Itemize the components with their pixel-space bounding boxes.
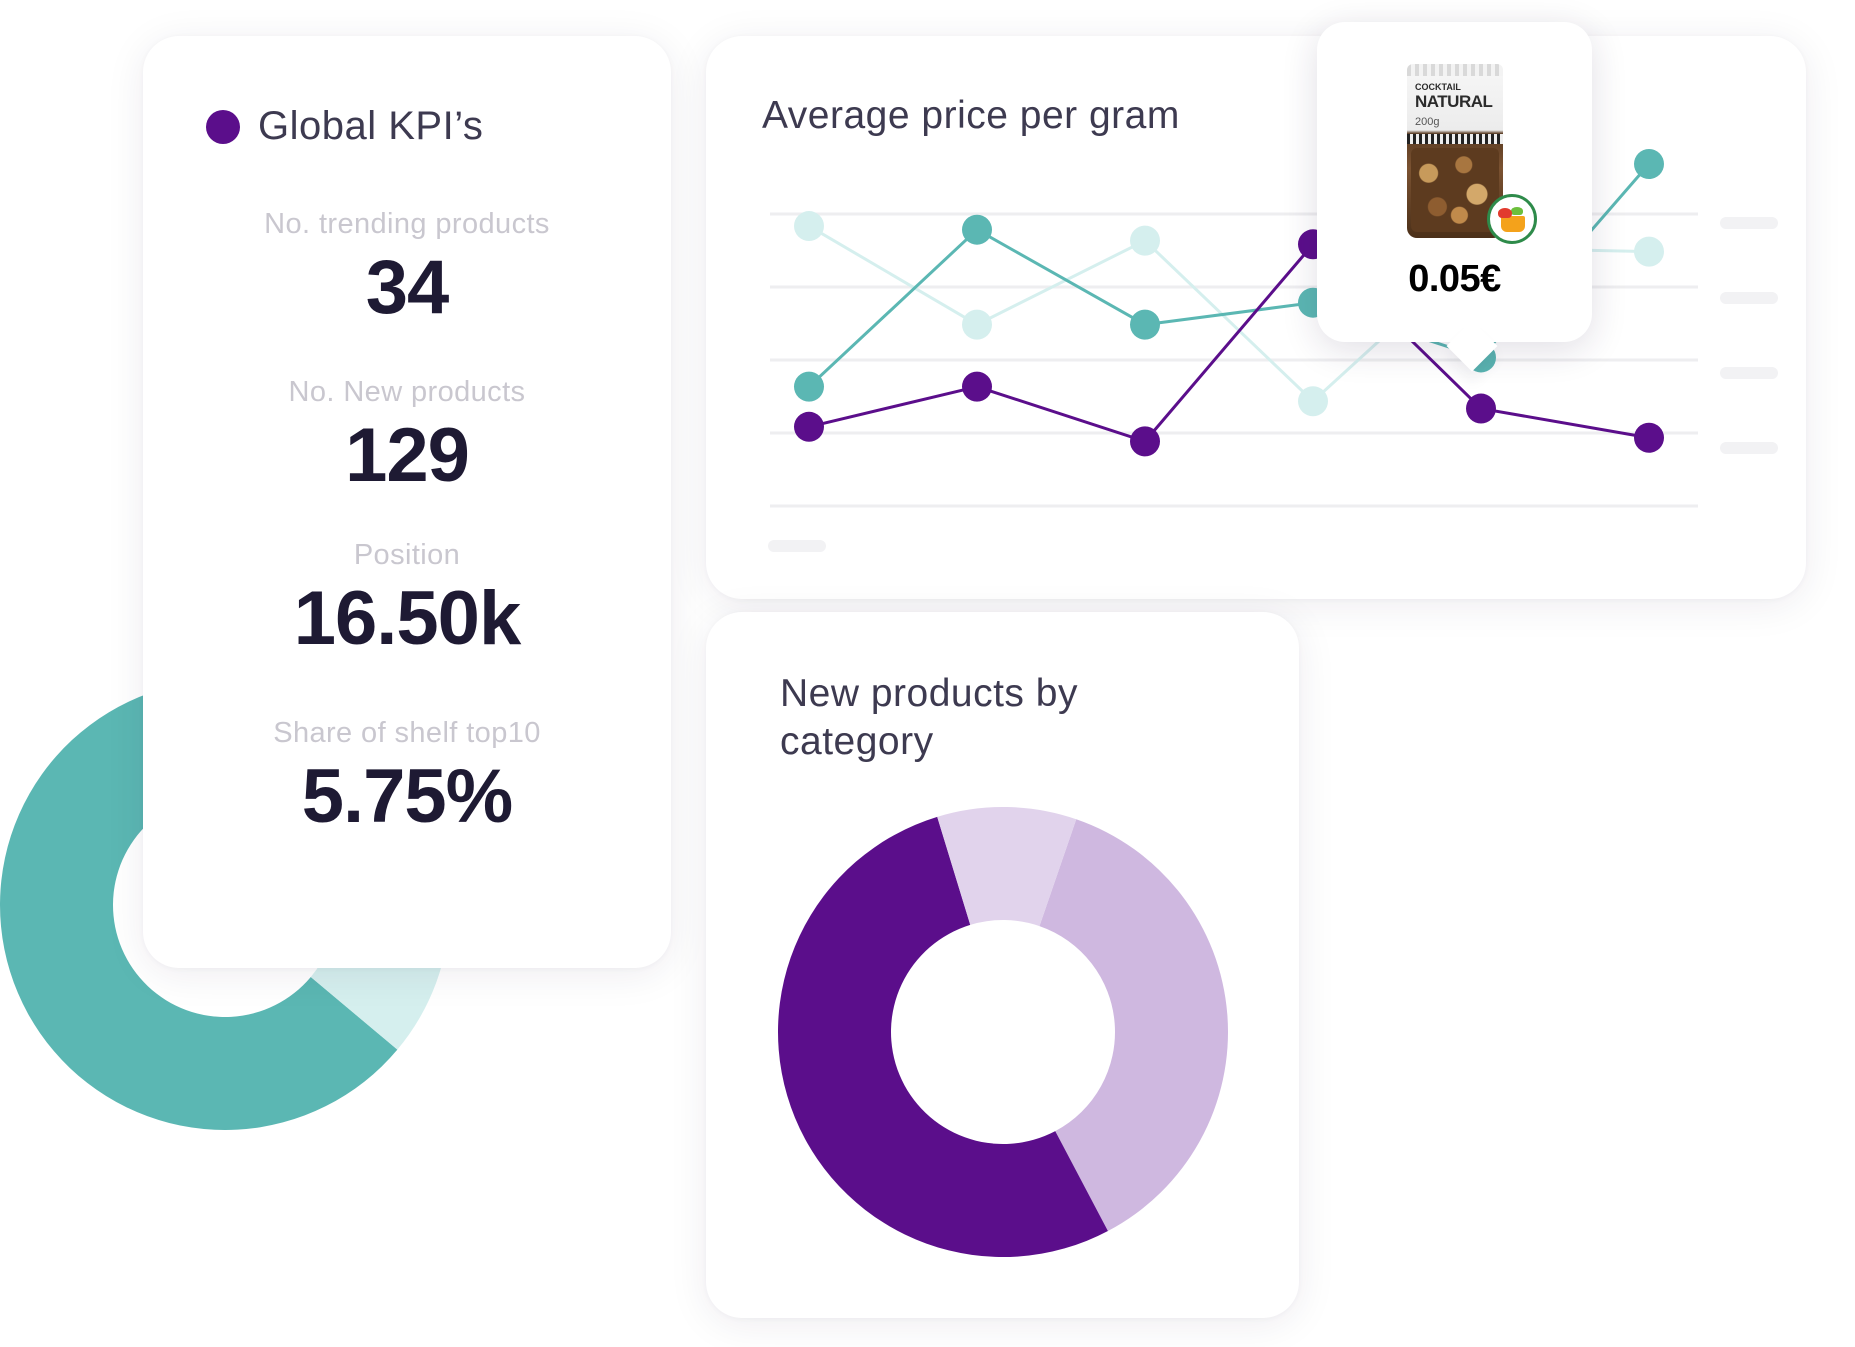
kpi-header: Global KPI’s	[206, 104, 483, 149]
category-donut-chart	[778, 807, 1228, 1257]
x-tick-placeholder	[768, 540, 826, 552]
product-name: NATURAL	[1415, 92, 1493, 111]
kpi-label: Position	[353, 539, 461, 571]
kpi-label: No. trending products	[264, 208, 550, 240]
series-point	[1130, 426, 1160, 457]
price-line-chart	[768, 149, 1778, 552]
kpi-label: Share of shelf top10	[273, 717, 541, 749]
kpi-position: Position 16.50k	[143, 537, 671, 665]
kpi-legend-dot	[206, 109, 240, 144]
series-point	[1466, 393, 1496, 424]
kpi-share-of-shelf: Share of shelf top10 5.75%	[143, 715, 671, 843]
kpi-list: No. trending products 34 No. New product…	[143, 206, 671, 843]
donut-slice	[778, 816, 1108, 1257]
donut-title-line-2: category	[780, 720, 934, 763]
series-point	[794, 211, 824, 242]
series-point	[1130, 309, 1160, 340]
series-point	[1634, 422, 1664, 453]
donut-slice	[937, 807, 1077, 927]
series-point	[962, 309, 992, 340]
bag-seal	[1407, 64, 1503, 76]
series-point	[1634, 236, 1664, 267]
kpi-label: No. New products	[288, 376, 526, 408]
bag-barcode-stripe	[1407, 134, 1503, 144]
y-tick-placeholder	[1720, 217, 1778, 229]
donut-slice	[1039, 819, 1228, 1232]
donut-title-line-1: New products by	[780, 672, 1078, 715]
series-point	[1298, 386, 1328, 417]
kpi-value: 16.50k	[293, 576, 521, 661]
line-chart-title: Average price per gram	[762, 94, 1180, 137]
kpi-card-title: Global KPI’s	[258, 104, 484, 148]
donut-chart-title: New products by category	[780, 670, 1180, 766]
product-brand: COCKTAIL	[1415, 82, 1461, 92]
series-point	[794, 411, 824, 442]
y-tick-placeholder	[1720, 367, 1778, 379]
series-point	[1130, 225, 1160, 256]
kpi-trending-products: No. trending products 34	[143, 206, 671, 334]
series-line	[808, 242, 1650, 443]
tooltip-price: 0.05€	[1408, 258, 1501, 300]
price-per-gram-card: Average price per gram	[706, 36, 1806, 599]
series-point	[962, 371, 992, 402]
product-tooltip: COCKTAIL NATURAL 200g 0.05€	[1317, 22, 1592, 342]
global-kpi-card: Global KPI’s No. trending products 34 No…	[143, 36, 671, 968]
series-point	[1634, 149, 1664, 179]
y-tick-placeholder	[1720, 292, 1778, 304]
y-tick-placeholder	[1720, 442, 1778, 454]
new-products-by-category-card: New products by category	[706, 612, 1299, 1318]
kpi-value: 34	[365, 245, 450, 330]
supermarket-basket-icon	[1487, 194, 1537, 244]
bag-contents	[1411, 148, 1499, 232]
product-weight: 200g	[1415, 116, 1440, 128]
series-point	[962, 214, 992, 245]
product-image: COCKTAIL NATURAL 200g	[1407, 64, 1503, 238]
kpi-value: 5.75%	[301, 754, 514, 839]
kpi-value: 129	[345, 413, 470, 498]
series-point	[794, 371, 824, 402]
kpi-new-products: No. New products 129	[143, 374, 671, 502]
